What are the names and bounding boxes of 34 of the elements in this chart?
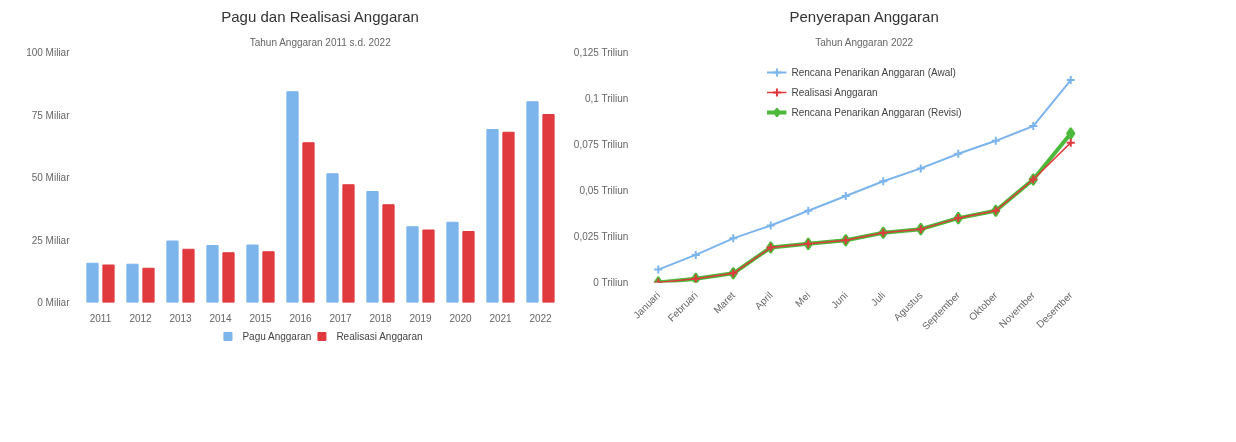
y-tick-label: 0 Miliar (37, 297, 71, 308)
y-tick-label: 0,025 Triliun (573, 231, 629, 242)
x-tick-label: 2022 (529, 312, 553, 324)
chart-title: Penyerapan Anggaran (789, 7, 939, 25)
legend-label: Pagu Anggaran (242, 330, 312, 342)
x-tick-label: 2013 (169, 312, 193, 324)
x-tick-label: 2016 (289, 312, 313, 324)
legend-label: Realisasi Anggaran (336, 330, 423, 342)
y-tick-label: 0,1 Triliun (584, 93, 629, 104)
chart-subtitle: Tahun Anggaran 2011 s.d. 2022 (249, 36, 392, 48)
x-tick-label: 2011 (89, 312, 112, 324)
x-tick-label: Juli (868, 289, 888, 308)
y-tick-label: 25 Miliar (31, 234, 71, 246)
legend-label: Rencana Penarikan Anggaran (Revisi) (791, 106, 962, 118)
y-tick-label: 0,05 Triliun (579, 185, 629, 196)
x-tick-label: 2012 (129, 312, 153, 324)
y-tick-label: 0 Triliun (593, 277, 629, 288)
y-tick-label: 75 Miliar (31, 109, 71, 121)
y-tick-label: 50 Miliar (31, 172, 71, 183)
x-tick-label: 2017 (329, 312, 353, 324)
y-tick-label: 0,075 Triliun (573, 139, 629, 150)
legend-label: Realisasi Anggaran (791, 86, 878, 98)
x-tick-label: 2014 (209, 312, 233, 324)
legend-label: Rencana Penarikan Anggaran (Awal) (791, 66, 956, 78)
x-tick-label: 2015 (249, 312, 273, 324)
chart-subtitle: Tahun Anggaran 2022 (815, 36, 914, 48)
x-tick-label: Mei (792, 289, 813, 309)
chart-title: Pagu dan Realisasi Anggaran (221, 7, 419, 25)
x-tick-label: 2018 (369, 312, 393, 324)
y-tick-label: 100 Miliar (26, 47, 71, 58)
x-tick-label: 2019 (409, 312, 433, 324)
y-tick-label: 0,125 Triliun (573, 47, 629, 58)
x-tick-label: 2021 (489, 312, 513, 324)
x-tick-label: 2020 (449, 312, 473, 324)
